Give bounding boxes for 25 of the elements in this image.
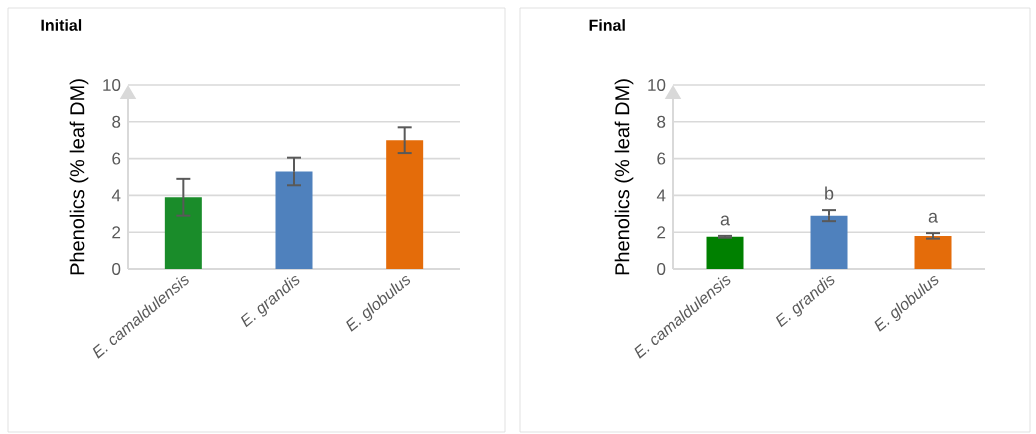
- y-tick-label: 2: [112, 226, 121, 239]
- y-tick-label: 10: [103, 78, 121, 92]
- y-tick-label: 6: [112, 152, 121, 165]
- bar: [164, 197, 202, 269]
- y-tick-label: 10: [648, 78, 666, 92]
- bar: [275, 171, 313, 269]
- y-tick-label: 4: [111, 189, 121, 202]
- y-tick-label: 2: [657, 226, 666, 239]
- y-tick-label: 6: [657, 152, 666, 165]
- y-tick-label: 0: [112, 263, 121, 276]
- y-tick-label: 4: [656, 189, 666, 202]
- y-tick-label: 8: [657, 115, 666, 128]
- bar: [914, 235, 952, 269]
- bar: [810, 215, 848, 269]
- bar: [386, 140, 424, 269]
- annotation: a: [928, 212, 939, 223]
- y-axis-title: Phenolics (% leaf DM): [614, 79, 634, 275]
- chart-title: Initial: [41, 19, 82, 31]
- y-tick-label: 8: [112, 115, 121, 128]
- bar: [706, 236, 744, 269]
- annotation: a: [720, 215, 731, 226]
- y-axis-title: Phenolics (% leaf DM): [69, 79, 89, 275]
- y-tick-label: 0: [657, 263, 666, 276]
- annotation: b: [825, 186, 834, 200]
- chart-title: Final: [589, 19, 625, 31]
